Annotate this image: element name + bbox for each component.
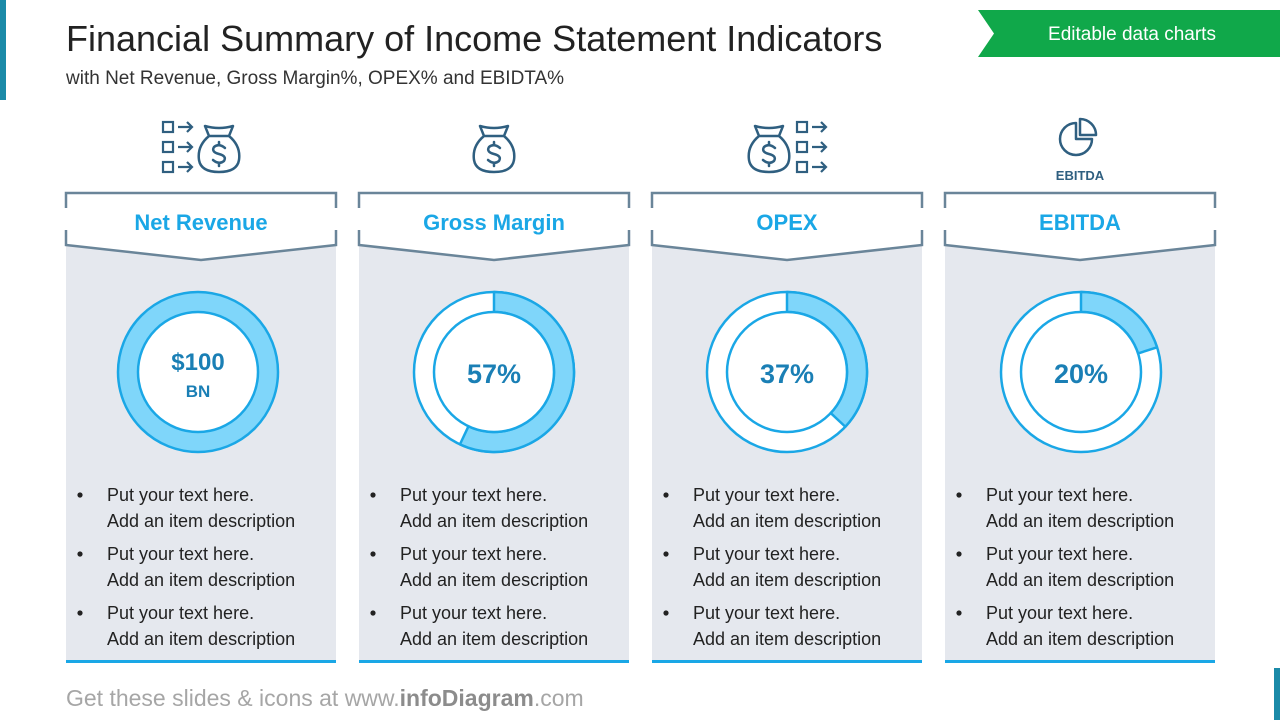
- bullet: [77, 551, 83, 557]
- bullet-text: Add an item description: [693, 570, 881, 590]
- bullet-text: Put your text here.: [107, 485, 254, 505]
- card-title: Net Revenue: [134, 210, 267, 235]
- bullet: [370, 551, 376, 557]
- bullet-text: Put your text here.: [400, 544, 547, 564]
- bullet: [956, 492, 962, 498]
- bullet: [77, 610, 83, 616]
- icon-arrow: [812, 141, 828, 153]
- donut-ring: [118, 292, 278, 452]
- badge-text: Editable data charts: [1048, 24, 1216, 45]
- bullet: [77, 492, 83, 498]
- card-bottom-line: [652, 660, 922, 663]
- bullet-text: Put your text here.: [693, 485, 840, 505]
- bullet-text: Put your text here.: [400, 485, 547, 505]
- card-header: [945, 193, 1215, 260]
- bullet-text: Add an item description: [986, 629, 1174, 649]
- donut-unit: BN: [186, 382, 211, 401]
- footer-prefix: Get these slides & icons at www.: [66, 685, 400, 711]
- bullet: [956, 551, 962, 557]
- bullet-text: Put your text here.: [986, 485, 1133, 505]
- card-header: [652, 193, 922, 260]
- icon-bag: [197, 124, 241, 174]
- badge: [978, 10, 1280, 57]
- footer-brand: infoDiagram: [400, 685, 534, 711]
- icon-square: [795, 120, 809, 134]
- bullet: [370, 610, 376, 616]
- icon-bag: [747, 124, 791, 174]
- bullet-text: Put your text here.: [107, 603, 254, 623]
- icon-dollar: [211, 140, 227, 168]
- donut-inner: [725, 310, 849, 434]
- icon-arrow: [178, 121, 194, 133]
- bullet: [663, 551, 669, 557]
- bullet-text: Put your text here.: [400, 603, 547, 623]
- bullet: [956, 610, 962, 616]
- accent-arrow: [0, 40, 6, 56]
- card-bottom-line: [359, 660, 629, 663]
- icon-bag: [472, 124, 516, 174]
- bullet-text: Add an item description: [400, 570, 588, 590]
- icon-arrow: [178, 141, 194, 153]
- bullet-text: Put your text here.: [693, 603, 840, 623]
- bullet-text: Add an item description: [986, 570, 1174, 590]
- donut-value: 20%: [1054, 359, 1108, 389]
- icon-arrow: [812, 161, 828, 173]
- card-header: [66, 193, 336, 260]
- donut-value: 57%: [467, 359, 521, 389]
- icon-square: [795, 160, 809, 174]
- card-header-top: [650, 191, 924, 208]
- bullet: [663, 492, 669, 498]
- bullet-text: Put your text here.: [986, 603, 1133, 623]
- card-header-top: [357, 191, 631, 208]
- card-header-bottom: [650, 230, 924, 262]
- footer: Get these slides & icons at www.infoDiag…: [66, 685, 584, 711]
- icon-dollar: [761, 140, 777, 168]
- donut-outline: [116, 290, 280, 454]
- icon-square: [161, 160, 175, 174]
- donut-inner: [1019, 310, 1143, 434]
- card-title: EBITDA: [1039, 210, 1121, 235]
- donut-outline: [136, 310, 260, 434]
- card-header-bottom: [64, 230, 338, 262]
- icon-dollar: [486, 140, 502, 168]
- bullet: [663, 610, 669, 616]
- bullet-text: Add an item description: [693, 629, 881, 649]
- card-header-top: [64, 191, 338, 208]
- subtitle: with Net Revenue, Gross Margin%, OPEX% a…: [65, 68, 564, 89]
- title: Financial Summary of Income Statement In…: [66, 18, 882, 59]
- bullet-text: Add an item description: [107, 570, 295, 590]
- card-title: OPEX: [756, 210, 817, 235]
- bullet-text: Add an item description: [400, 629, 588, 649]
- bullet-text: Add an item description: [693, 511, 881, 531]
- card-header-bottom: [943, 230, 1217, 262]
- icon-label: EBITDA: [1056, 168, 1105, 183]
- card-bottom-line: [945, 660, 1215, 663]
- donut-value: $100: [171, 349, 224, 376]
- accent-bar: [1274, 668, 1280, 720]
- bullet-text: Put your text here.: [693, 544, 840, 564]
- icon-pie: [1058, 117, 1098, 157]
- card-header-bottom: [357, 230, 631, 262]
- donut-inner: [432, 310, 556, 434]
- bullet-text: Add an item description: [107, 511, 295, 531]
- donut-value: 37%: [760, 359, 814, 389]
- icon-square: [795, 140, 809, 154]
- bullet-text: Add an item description: [986, 511, 1174, 531]
- bullet: [370, 492, 376, 498]
- card-bottom-line: [66, 660, 336, 663]
- card-header: [359, 193, 629, 260]
- card-title: Gross Margin: [423, 210, 565, 235]
- footer-suffix: .com: [534, 685, 584, 711]
- card-header-top: [943, 191, 1217, 208]
- icon-arrow: [178, 161, 194, 173]
- bullet-text: Put your text here.: [107, 544, 254, 564]
- bullet-text: Put your text here.: [986, 544, 1133, 564]
- bullet-text: Add an item description: [107, 629, 295, 649]
- bullet-text: Add an item description: [400, 511, 588, 531]
- icon-square: [161, 140, 175, 154]
- icon-arrow: [812, 121, 828, 133]
- icon-square: [161, 120, 175, 134]
